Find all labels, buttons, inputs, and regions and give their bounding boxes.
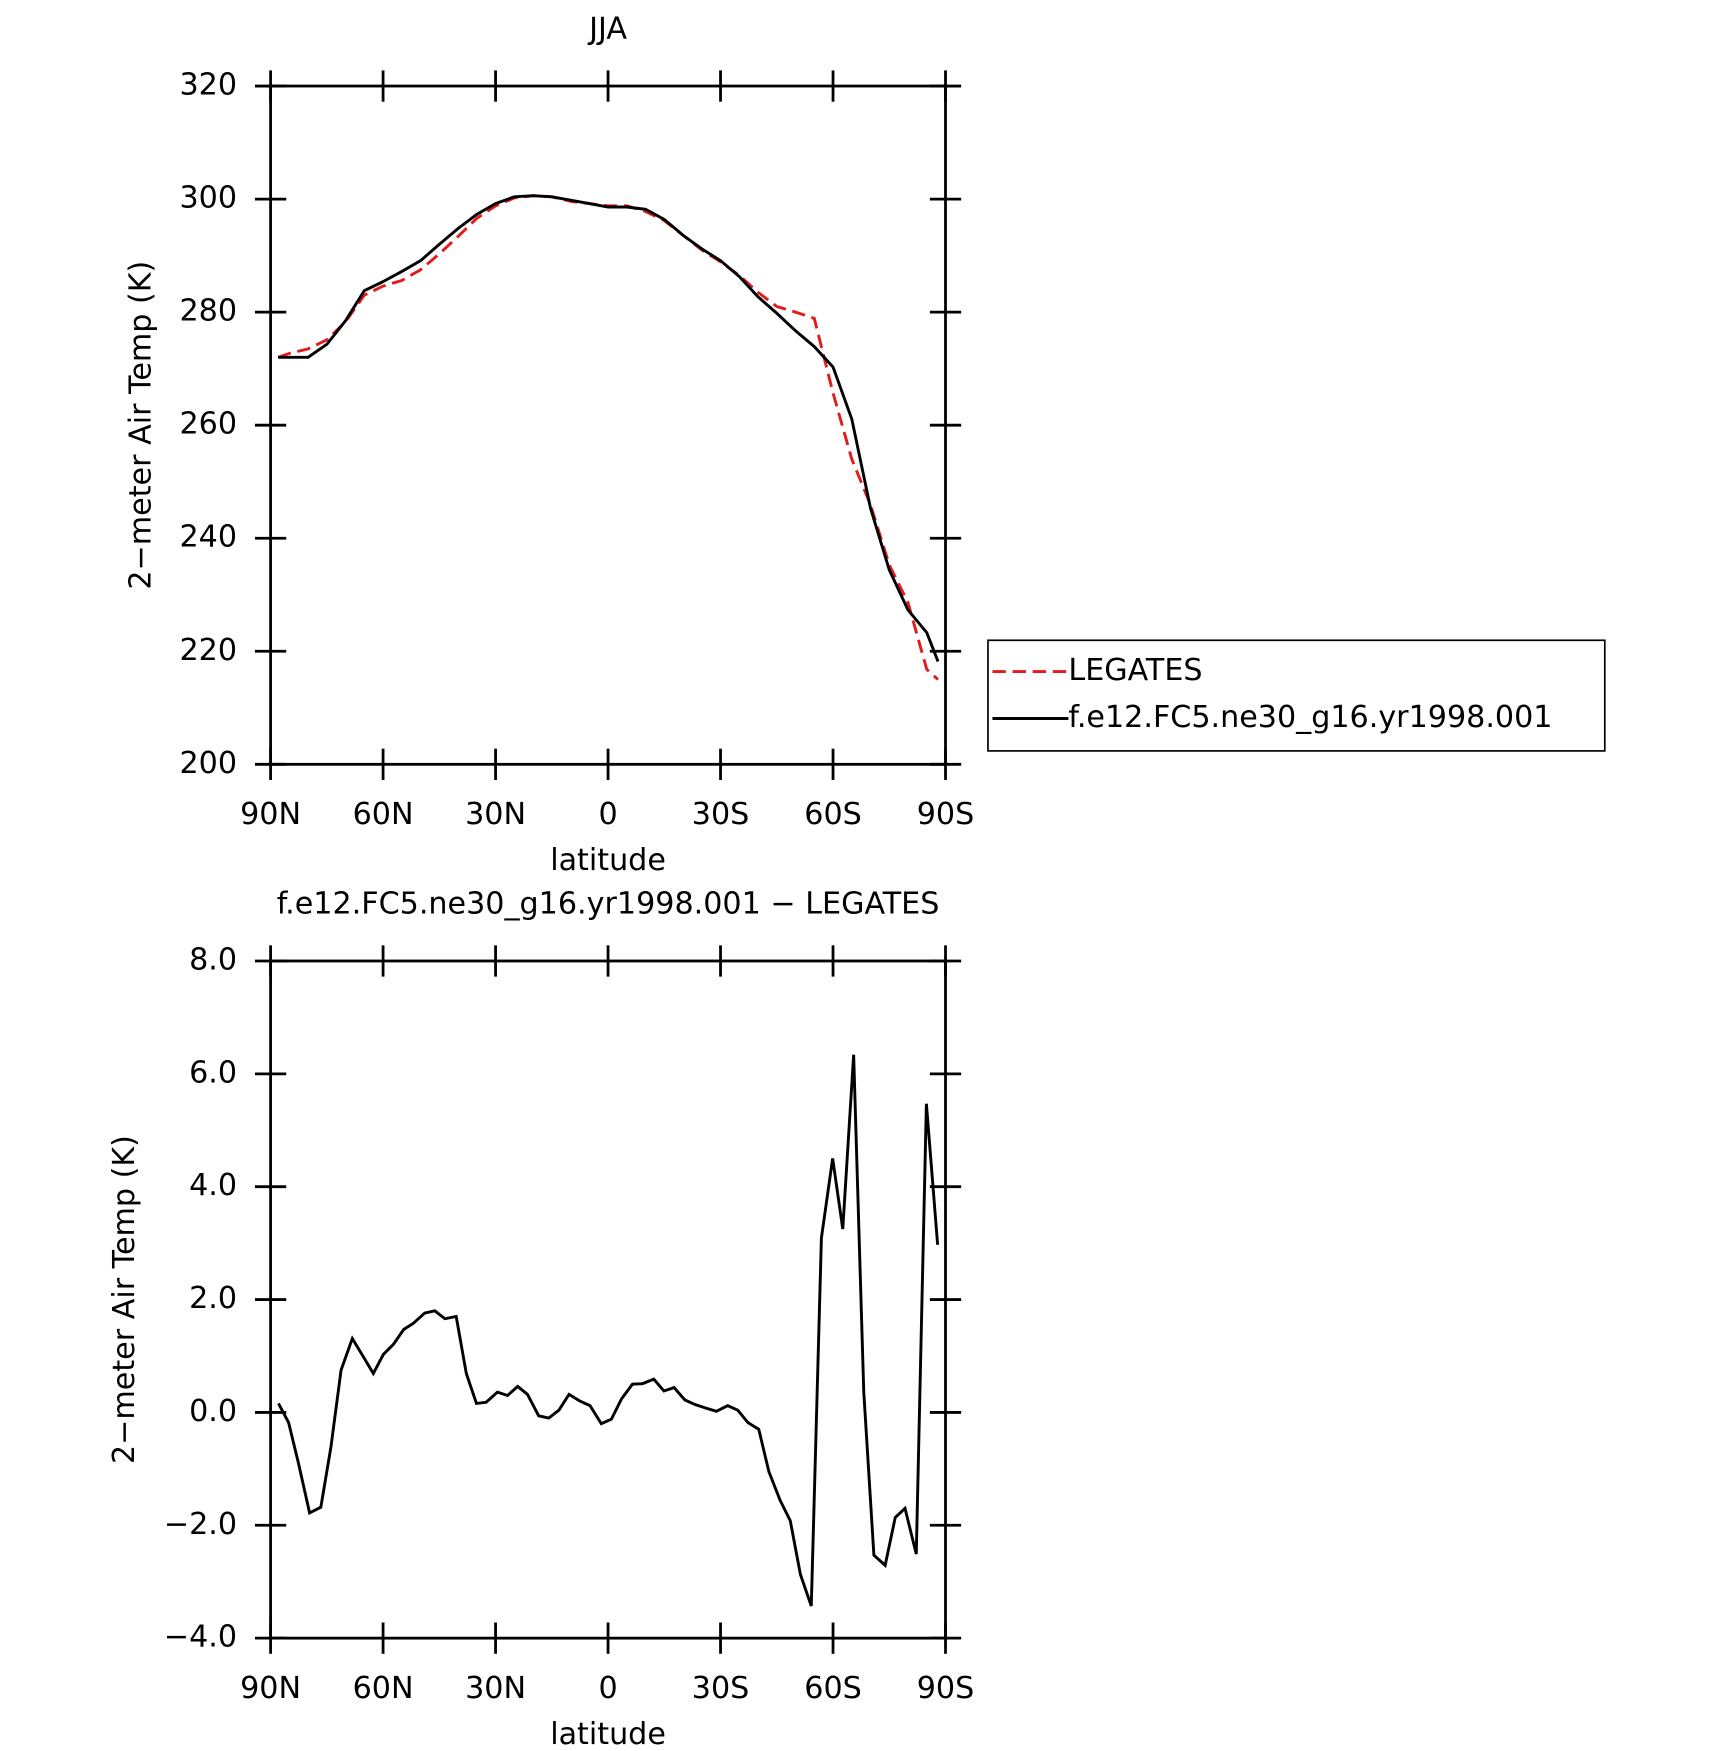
x-tick-label: 90N (240, 797, 301, 832)
y-tick-label: −4.0 (164, 1620, 237, 1655)
x-tick-label: 90N (240, 1671, 301, 1706)
y-tick-label: 300 (180, 181, 238, 216)
y-tick-label: 200 (180, 746, 238, 781)
x-tick-label: 60N (353, 1671, 414, 1706)
y-tick-label: 6.0 (189, 1055, 237, 1090)
y-tick-label: 280 (180, 294, 238, 329)
legend-label: f.e12.FC5.ne30_g16.yr1998.001 (1068, 700, 1552, 735)
chart-title: JJA (587, 12, 627, 47)
legend-label: LEGATES (1068, 653, 1202, 688)
x-axis-label: latitude (550, 1717, 666, 1751)
x-tick-label: 60S (804, 797, 862, 832)
legend-box (987, 639, 1606, 752)
y-tick-label: 8.0 (189, 942, 237, 977)
y-axis-label: 2−meter Air Temp (K) (124, 261, 159, 590)
chart-title: f.e12.FC5.ne30_g16.yr1998.001 − LEGATES (277, 887, 940, 922)
x-tick-label: 60N (353, 797, 414, 832)
y-tick-label: 320 (180, 68, 238, 103)
y-tick-label: 0.0 (189, 1394, 237, 1429)
x-tick-label: 90S (917, 797, 975, 832)
y-tick-label: 260 (180, 407, 238, 442)
plot-frame (269, 959, 947, 1640)
series-line (277, 194, 939, 681)
x-tick-label: 30S (692, 797, 750, 832)
series-line (278, 194, 940, 662)
x-tick-label: 30N (465, 1671, 526, 1706)
x-tick-label: 30S (692, 1671, 750, 1706)
x-tick-label: 0 (598, 1671, 617, 1706)
x-axis-label: latitude (550, 843, 666, 878)
y-tick-label: 220 (180, 633, 238, 668)
y-tick-label: −2.0 (164, 1507, 237, 1542)
x-tick-label: 60S (804, 1671, 862, 1706)
y-tick-label: 4.0 (189, 1168, 237, 1203)
x-tick-label: 90S (917, 1671, 975, 1706)
y-tick-label: 2.0 (189, 1281, 237, 1316)
x-tick-label: 0 (598, 797, 617, 832)
diff-line (277, 1054, 940, 1607)
y-tick-label: 240 (180, 520, 238, 555)
x-tick-label: 30N (465, 797, 526, 832)
y-axis-label: 2−meter Air Temp (K) (107, 1135, 142, 1464)
plot-frame (269, 84, 947, 766)
